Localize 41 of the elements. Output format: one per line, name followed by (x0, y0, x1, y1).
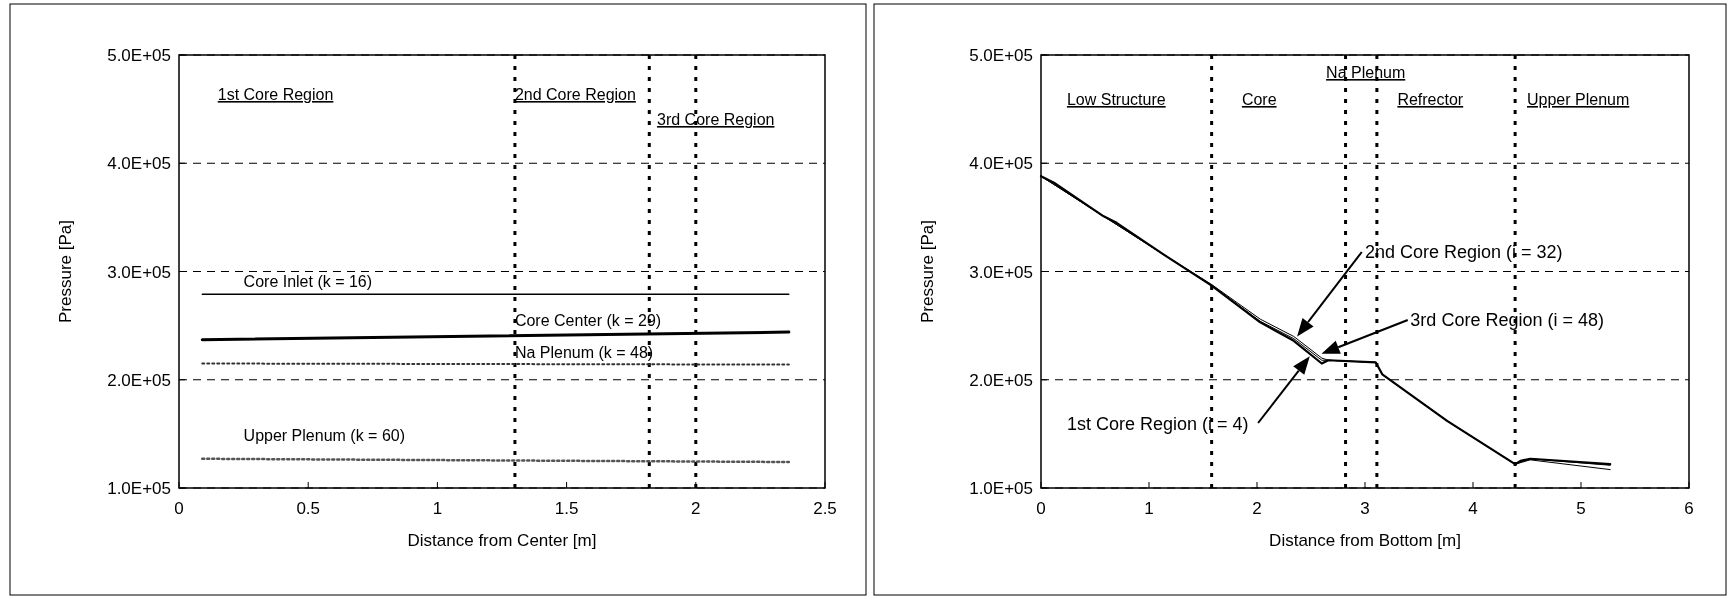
y-tick-label: 5.0E+05 (969, 46, 1033, 65)
x-tick-label: 0 (1036, 499, 1046, 518)
annotation: 3rd Core Region (657, 111, 775, 128)
y-axis-title: Pressure [Pa] (56, 220, 75, 323)
series-label: Na Plenum (k = 48) (514, 344, 654, 361)
y-tick-label: 3.0E+05 (107, 262, 171, 282)
x-tick-label: 0 (174, 499, 184, 518)
x-tick-label: 2.5 (813, 499, 837, 518)
x-tick-label: 1.5 (554, 499, 579, 518)
annotation: Refrector (1397, 91, 1464, 108)
series-label: Core Center (k = 29) (514, 312, 662, 329)
y-tick-label: 1.0E+05 (107, 479, 171, 498)
annotation: 1st Core Region (217, 86, 334, 103)
x-tick-label: 6 (1684, 499, 1694, 518)
x-axis-title: Distance from Bottom [m] (1269, 531, 1461, 550)
series-label: Core Inlet (k = 16) (243, 273, 373, 290)
y-tick-label: 2.0E+05 (107, 370, 171, 390)
x-axis-title: Distance from Center [m] (407, 531, 597, 550)
x-tick-label: 2 (1252, 499, 1262, 518)
x-tick-label: 4 (1468, 499, 1478, 518)
annotation: Upper Plenum (1527, 91, 1630, 108)
y-tick-label: 4.0E+05 (107, 154, 171, 174)
annotation: 3rd Core Region (i = 48) (1410, 310, 1604, 330)
annotation: 1st Core Region (i = 4) (1066, 414, 1249, 434)
annotation: Core (1241, 91, 1277, 108)
annotation: Na Plenum (1326, 64, 1406, 81)
y-tick-label: 4.0E+05 (969, 154, 1033, 174)
y-tick-label: 1.0E+05 (969, 479, 1033, 498)
series-label: Upper Plenum (k = 60) (243, 427, 406, 444)
y-tick-label: 3.0E+05 (969, 262, 1033, 282)
x-tick-label: 0.5 (296, 499, 321, 518)
annotation: 2nd Core Region (514, 86, 636, 103)
y-tick-label: 5.0E+05 (107, 46, 171, 65)
x-tick-label: 1 (1144, 499, 1154, 518)
x-tick-label: 1 (432, 499, 443, 518)
y-axis-title: Pressure [Pa] (918, 220, 937, 323)
x-tick-label: 5 (1576, 499, 1586, 518)
y-tick-label: 2.0E+05 (969, 370, 1033, 390)
annotation: Low Structure (1066, 91, 1166, 108)
x-tick-label: 2 (691, 499, 701, 518)
x-tick-label: 3 (1360, 499, 1370, 518)
